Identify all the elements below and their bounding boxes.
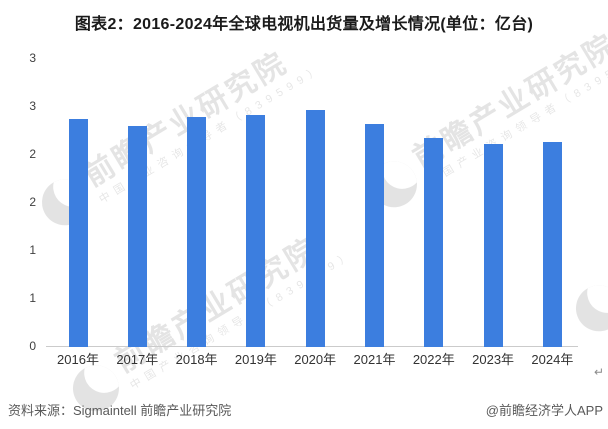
x-axis-label-2017: 2017年	[116, 352, 159, 367]
bar-2020	[305, 110, 325, 347]
y-axis-tick-label: 1	[29, 291, 36, 305]
chart-title: 图表2：2016-2024年全球电视机出货量及增长情况(单位：亿台)	[74, 16, 534, 33]
credit-note: @前瞻经济学人APP	[485, 403, 603, 418]
source-note: 资料来源：Sigmaintell 前瞻产业研究院	[8, 403, 232, 418]
bar-2022	[424, 138, 444, 347]
bar-2017	[127, 126, 147, 347]
y-axis-tick-label: 1	[29, 243, 36, 257]
x-axis-label-2024: 2024年	[531, 352, 574, 367]
x-axis-label-2018: 2018年	[175, 352, 218, 367]
y-axis-tick-label: 3	[29, 99, 36, 113]
paragraph-return-mark: ↵	[594, 365, 605, 379]
bar-2023	[483, 144, 503, 347]
x-axis-label-2021: 2021年	[353, 352, 396, 367]
bar-2021	[365, 124, 384, 347]
bar-2024	[542, 142, 562, 347]
y-axis-tick-label: 2	[29, 147, 36, 161]
x-axis-label-2020: 2020年	[294, 352, 337, 367]
x-axis-label-2022: 2022年	[412, 352, 455, 367]
bar-2019	[246, 115, 266, 347]
x-axis-label-2023: 2023年	[472, 352, 515, 367]
x-axis-label-2019: 2019年	[234, 352, 277, 367]
y-axis-tick-label: 0	[29, 339, 36, 353]
y-axis-tick-label: 2	[29, 195, 36, 209]
bar-2016	[68, 119, 88, 347]
x-axis-label-2016: 2016年	[57, 352, 99, 367]
bar-2018	[187, 117, 207, 347]
y-axis-tick-label: 3	[29, 51, 36, 65]
